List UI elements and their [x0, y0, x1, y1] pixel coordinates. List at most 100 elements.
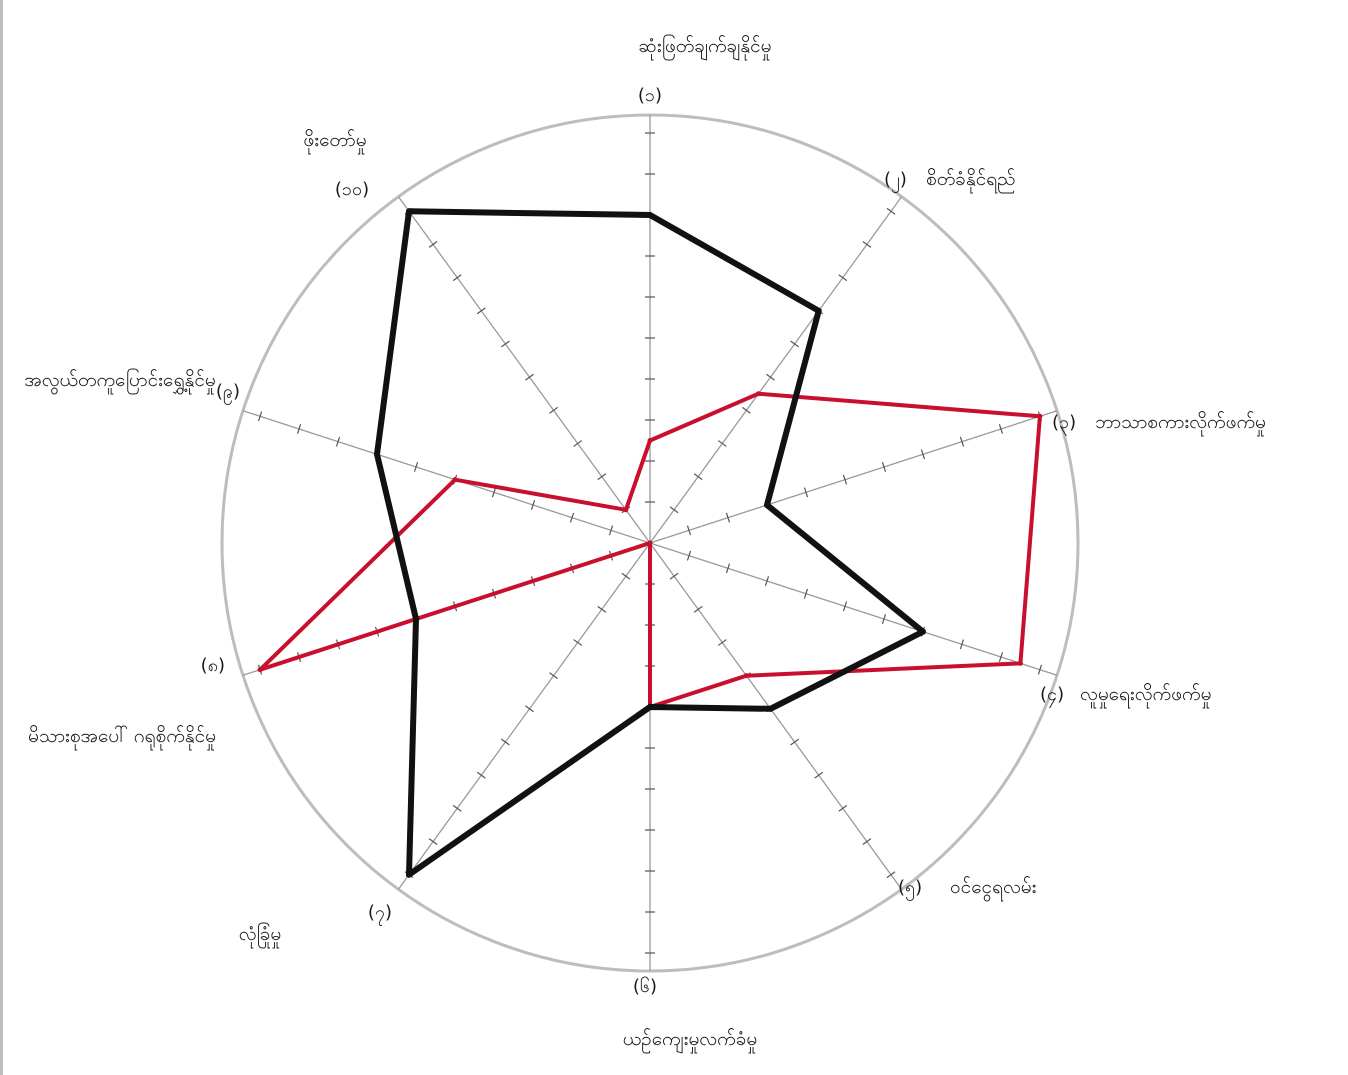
axis-tick [803, 588, 809, 599]
axis-tick [597, 605, 607, 613]
axis-tick [959, 639, 965, 650]
axis-tick [790, 738, 799, 746]
red-point-7 [647, 540, 653, 546]
axis-tick [549, 406, 559, 414]
black-point-9 [374, 451, 381, 458]
axis-tick [452, 274, 462, 282]
radar-series [257, 208, 1043, 878]
axis-tick [881, 614, 887, 624]
axis-number-5: (၅) [898, 877, 922, 901]
axis-tick [525, 705, 534, 713]
black-point-5 [767, 705, 774, 712]
axis-tick [686, 525, 692, 536]
radar-grid [220, 113, 1080, 973]
axis-label-3: ဘာသာစကားလိုက်ဖက်မှု [1095, 410, 1266, 437]
red-point-4 [1017, 660, 1023, 666]
axis-label-5: ဝင်ငွေရလမ်း [950, 875, 1036, 902]
axis-tick [693, 605, 703, 613]
axis-tick [862, 838, 872, 845]
axis-tick [764, 576, 770, 586]
axis-tick [669, 572, 679, 580]
axis-spoke-5 [649, 542, 903, 890]
axis-tick [428, 838, 438, 845]
axis-tick [693, 473, 703, 481]
axis-tick [525, 373, 534, 381]
axis-tick [842, 601, 848, 612]
axis-tick [573, 440, 583, 447]
red-point-10 [623, 507, 629, 513]
axis-number-6: (၆) [633, 976, 657, 997]
axis-tick [862, 241, 872, 248]
axis-spoke-4 [649, 542, 1058, 676]
axis-tick [725, 512, 731, 523]
axis-spoke-7 [397, 542, 651, 890]
black-point-7 [406, 871, 413, 878]
axis-label-4: လူမှုရေးလိုက်ဖက်မှု [1080, 682, 1211, 709]
axis-tick [803, 487, 809, 498]
axis-tick [296, 424, 302, 434]
axis-tick [1037, 664, 1043, 675]
axis-tick [452, 804, 462, 812]
axis-number-3: (၃) [1052, 412, 1076, 436]
axis-number-2: (၂) [884, 169, 907, 193]
axis-number-9: (၉) [216, 381, 240, 405]
axis-number-4: (၄) [1040, 684, 1064, 708]
axis-tick [886, 871, 896, 879]
axis-tick [597, 473, 607, 481]
black-point-8 [413, 616, 420, 623]
axis-tick [569, 512, 575, 523]
axis-tick [842, 474, 848, 485]
axis-label-8: မိသားစုအပေါ် ဂရုစိုက်နိုင်မှု [28, 724, 216, 751]
red-point-1 [647, 438, 653, 443]
red-point-3 [1037, 413, 1043, 419]
axis-label-1: ဆုံးဖြတ်ချက်ချနိုင်မှု [639, 33, 772, 61]
axis-tick [621, 572, 631, 580]
axis-spoke-10 [397, 196, 651, 544]
axis-number-10: (၁၀) [335, 179, 369, 200]
axis-tick [725, 563, 731, 574]
black-point-6 [647, 704, 653, 710]
axis-tick [741, 406, 751, 414]
axis-tick [717, 639, 727, 646]
axis-number-8: (၈) [201, 655, 225, 676]
axis-number-7: (၇) [368, 902, 392, 926]
axis-tick [608, 525, 614, 536]
axis-label-6: ယဉ်ကျေးမှုလက်ခံမှု [623, 1027, 758, 1054]
red-point-5 [743, 673, 749, 679]
black-point-1 [647, 212, 653, 218]
axis-label-7: လုံခြုံမှု [239, 921, 282, 949]
axis-label-2: စိတ်ခံနိုင်ရည် [926, 167, 1016, 194]
axis-tick [669, 506, 679, 514]
axis-tick [413, 462, 419, 472]
red-point-2 [755, 391, 761, 397]
black-point-4 [919, 628, 926, 635]
axis-tick [530, 500, 536, 510]
axis-tick [838, 274, 848, 282]
axis-label-9: အလွယ်တကူပြောင်းရွှေ့နိုင်မှု [24, 367, 215, 395]
axis-spoke-9 [242, 410, 651, 544]
axis-tick [549, 672, 559, 680]
axis-tick [491, 487, 497, 498]
axis-tick [501, 738, 510, 746]
axis-tick [881, 462, 887, 472]
axis-tick [886, 207, 896, 215]
axis-label-10: ဖိုးတော်မှု [303, 128, 366, 155]
red-point-9 [452, 477, 458, 483]
axis-tick [959, 436, 965, 447]
black-point-2 [815, 307, 822, 314]
axis-tick [476, 307, 486, 315]
axis-tick [790, 340, 799, 348]
red-point-8 [257, 667, 263, 673]
axis-tick [686, 550, 692, 561]
axis-spoke-3 [649, 410, 1058, 544]
axis-tick [998, 424, 1004, 434]
black-point-3 [763, 501, 770, 508]
axis-tick [717, 440, 727, 447]
axis-tick [838, 804, 848, 812]
axis-tick [573, 639, 583, 646]
axis-tick [766, 373, 775, 381]
axis-tick [920, 449, 926, 460]
axis-tick [335, 436, 341, 447]
black-point-10 [406, 208, 413, 215]
